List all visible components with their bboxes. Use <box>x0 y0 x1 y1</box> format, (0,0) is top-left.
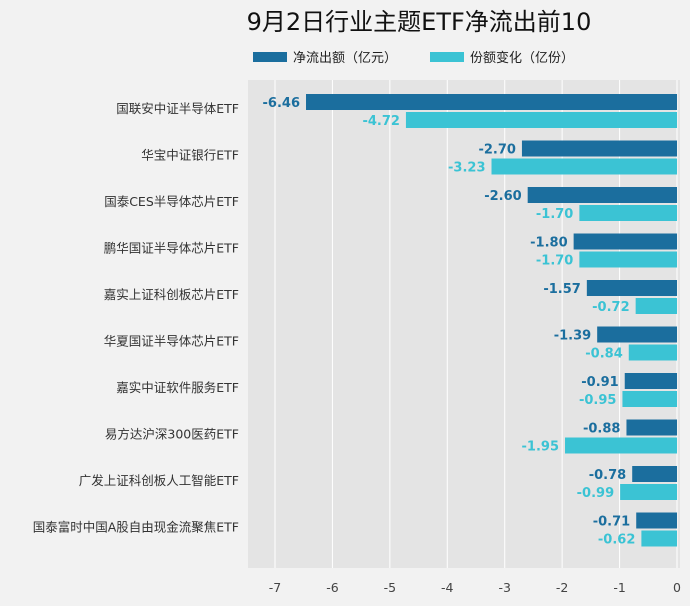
net-outflow-bar <box>626 419 677 436</box>
share-change-bar <box>635 298 677 314</box>
category-label: 嘉实中证软件服务ETF <box>116 380 239 395</box>
category-label: 国泰CES半导体芯片ETF <box>104 194 239 209</box>
net-outflow-bar <box>597 326 677 343</box>
share-change-bar <box>641 530 677 547</box>
legend-label: 净流出额（亿元） <box>293 51 397 66</box>
legend: 净流出额（亿元） 份额变化（亿份） <box>253 50 574 66</box>
share-change-bar <box>579 205 677 221</box>
x-tick-label: -1 <box>613 580 625 595</box>
category-label: 华夏国证半导体芯片ETF <box>104 334 239 349</box>
data-label: -0.71 <box>593 515 630 530</box>
x-tick-label: -5 <box>384 580 396 595</box>
data-label: -1.70 <box>536 254 573 269</box>
category-label: 国联安中证半导体ETF <box>116 101 239 116</box>
data-label: -6.46 <box>263 96 300 111</box>
x-tick-label: -2 <box>556 580 568 595</box>
data-label: -0.84 <box>585 347 622 362</box>
share-change-bar <box>565 437 677 454</box>
net-outflow-bar <box>521 140 677 157</box>
data-label: -2.70 <box>478 143 515 158</box>
category-label: 广发上证科创板人工智能ETF <box>79 473 239 488</box>
bars <box>306 94 677 547</box>
category-labels: 国联安中证半导体ETF 华宝中证银行ETF 国泰CES半导体芯片ETF 鹏华国证半导体… <box>33 101 239 535</box>
net-outflow-bar <box>632 466 677 482</box>
share-change-bar <box>628 344 677 361</box>
x-tick-label: -3 <box>498 580 510 595</box>
legend-swatch <box>430 52 464 62</box>
category-label: 华宝中证银行ETF <box>141 148 239 163</box>
legend-swatch <box>253 52 287 62</box>
data-label: -3.23 <box>448 161 485 176</box>
net-outflow-bar <box>527 187 677 203</box>
net-outflow-bar <box>636 512 677 529</box>
share-change-bar <box>622 391 677 407</box>
x-tick-label: -6 <box>326 580 339 595</box>
value-labels: -6.46 -4.72 -2.70 -3.23 -2.60 -1.70 -1.80 -1.70… <box>263 96 636 548</box>
data-label: -2.60 <box>484 189 521 204</box>
share-change-bar <box>579 251 677 268</box>
data-label: -1.95 <box>522 440 559 455</box>
net-outflow-bar <box>306 94 677 110</box>
net-outflow-bar <box>586 280 677 296</box>
category-label: 国泰富时中国A股自由现金流聚焦ETF <box>33 520 239 535</box>
legend-label: 份额变化（亿份） <box>470 50 574 66</box>
x-axis-ticks: -7 -6 -5 -4 -3 -2 -1 0 <box>269 580 681 595</box>
data-label: -1.70 <box>536 207 573 222</box>
data-label: -4.72 <box>362 114 399 129</box>
share-change-bar <box>491 158 677 175</box>
data-label: -0.62 <box>598 533 635 548</box>
data-label: -1.80 <box>530 236 567 251</box>
category-label: 嘉实上证科创板芯片ETF <box>104 287 239 302</box>
data-label: -0.99 <box>577 486 614 501</box>
data-label: -0.91 <box>581 375 618 390</box>
share-change-bar <box>620 484 677 500</box>
data-label: -1.39 <box>554 329 591 344</box>
share-change-bar <box>405 112 677 128</box>
net-outflow-bar <box>624 373 677 389</box>
x-tick-label: 0 <box>673 580 681 595</box>
data-label: -0.78 <box>589 468 626 483</box>
x-tick-label: -4 <box>441 580 454 595</box>
x-tick-label: -7 <box>269 580 281 595</box>
data-label: -0.88 <box>583 422 620 437</box>
data-label: -1.57 <box>543 282 580 297</box>
category-label: 易方达沪深300医药ETF <box>105 427 239 442</box>
net-outflow-bar <box>573 233 677 250</box>
data-label: -0.72 <box>592 300 629 315</box>
chart-title: 9月2日行业主题ETF净流出前10 <box>247 8 592 36</box>
category-label: 鹏华国证半导体芯片ETF <box>104 241 239 256</box>
data-label: -0.95 <box>579 393 616 408</box>
